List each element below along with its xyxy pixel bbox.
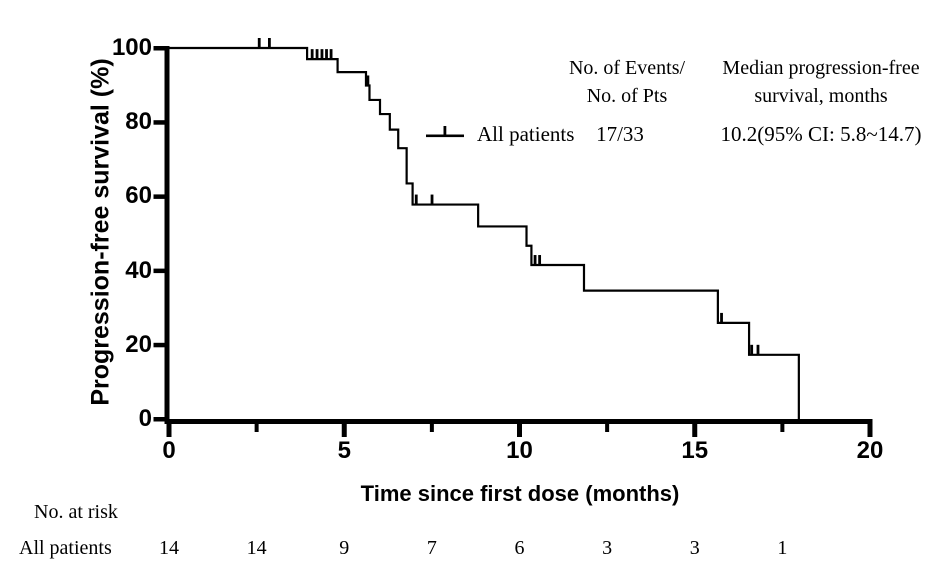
censor-tick-mark [366,75,370,86]
y-tick-label: 20 [125,330,152,358]
y-axis-spine [164,46,170,424]
censor-tick-mark [720,312,723,323]
y-tick [153,120,165,125]
x-tick-label: 5 [337,437,351,464]
x-axis-title: Time since first dose (months) [360,481,680,506]
x-major-tick [341,424,347,437]
risk-value: 14 [246,537,267,559]
censor-tick-mark [315,49,319,60]
x-minor-tick [254,424,259,432]
y-tick [153,417,165,422]
x-minor-tick [429,424,434,432]
x-tick-label: 15 [681,437,709,464]
legend-series-label: All patients [477,122,575,146]
median-header-line1: Median progression-free [722,57,920,79]
censor-tick-mark [533,255,537,266]
x-major-tick [166,424,172,437]
risk-table-row-label: All patients [19,537,112,559]
y-tick [153,342,165,348]
censor-tick-mark [325,49,328,60]
x-tick-label: 20 [856,437,884,464]
events-value: 17/33 [596,122,644,146]
x-minor-tick [605,424,610,432]
censor-tick-mark [756,344,760,355]
x-tick-label: 0 [162,437,176,464]
risk-value: 9 [339,537,350,559]
censor-tick-mark [267,38,271,48]
censor-tick-mark [430,194,434,205]
risk-value: 3 [689,537,700,559]
x-major-tick [517,424,522,437]
risk-value: 3 [602,537,613,559]
risk-table-title: No. at risk [34,501,118,523]
x-axis-spine [164,419,873,424]
censor-tick-mark [538,255,542,266]
censor-tick-mark [329,49,333,60]
censor-tick-mark [310,49,314,60]
risk-value: 1 [777,537,788,559]
median-value: 10.2(95% CI: 5.8~14.7) [720,122,922,146]
x-major-tick [692,424,698,437]
censor-tick-mark [414,194,418,205]
censor-tick-mark [320,49,324,60]
km-step-curve [169,46,800,419]
risk-value: 7 [426,537,437,559]
y-tick [153,268,165,274]
events-header-line1: No. of Events/ [568,57,686,79]
risk-value: 6 [514,537,525,559]
y-tick [153,46,165,51]
y-tick-label: 80 [125,108,152,136]
y-tick-label: 40 [125,256,152,284]
events-header-line2: No. of Pts [586,85,668,107]
censor-tick-mark [257,38,261,48]
y-tick-label: 0 [138,405,152,432]
x-minor-tick [780,424,785,432]
y-tick-label: 60 [125,182,152,210]
y-tick [153,194,165,199]
censor-tick-mark [750,344,754,355]
x-tick-label: 10 [506,437,533,464]
x-major-tick [867,424,873,437]
y-tick-label: 100 [111,34,152,61]
y-axis-title: Progression-free survival (%) [86,58,115,406]
legend-censor-tick [443,126,447,136]
median-header-line2: survival, months [754,85,888,107]
risk-value: 14 [159,537,179,559]
